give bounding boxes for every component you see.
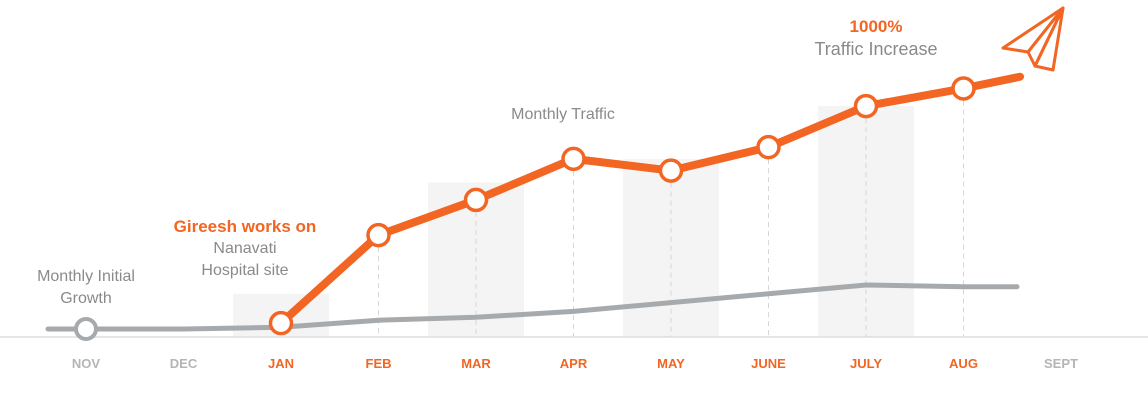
grey-point-nov [74,317,98,341]
works-on-title: Gireesh works on [173,217,317,236]
x-label-sept: SEPT [1044,356,1078,371]
initial-growth-annotation: Monthly Initial Growth [22,266,150,310]
increase-percent: 1000% [849,17,903,36]
orange-point-feb [366,222,391,248]
orange-point-jan [268,310,294,336]
orange-point-apr [561,146,586,172]
orange-point-june [756,134,781,160]
traffic-increase-annotation: 1000% Traffic Increase [795,16,957,60]
increase-label: Traffic Increase [814,39,938,59]
grey-series-line [45,282,1020,332]
orange-point-mar [463,187,489,213]
background-bars [233,106,914,337]
works-on-line1: Nanavati [213,240,277,257]
x-label-may: MAY [657,356,685,371]
works-on-annotation: Gireesh works on Nanavati Hospital site [165,216,325,282]
monthly-traffic-annotation: Monthly Traffic [511,106,615,123]
x-label-dec: DEC [170,356,198,371]
x-label-feb: FEB [366,356,392,371]
x-axis-labels: NOV DEC JAN FEB MAR APR MAY JUNE JULY AUG SEPT [72,356,1078,371]
orange-point-aug [951,76,976,101]
orange-point-may [658,158,684,183]
orange-series [268,72,1024,336]
works-on-line2: Hospital site [201,262,289,279]
x-label-mar: MAR [461,356,491,371]
x-label-nov: NOV [72,356,101,371]
x-label-june: JUNE [751,356,786,371]
orange-point-july [853,93,879,119]
initial-growth-line2: Growth [60,290,112,307]
grey-series [45,282,1020,341]
initial-growth-line1: Monthly Initial [37,268,135,285]
paper-plane-icon [1001,6,1065,72]
x-label-july: JULY [850,356,882,371]
x-label-apr: APR [560,356,588,371]
x-label-jan: JAN [268,356,294,371]
x-label-aug: AUG [949,356,978,371]
